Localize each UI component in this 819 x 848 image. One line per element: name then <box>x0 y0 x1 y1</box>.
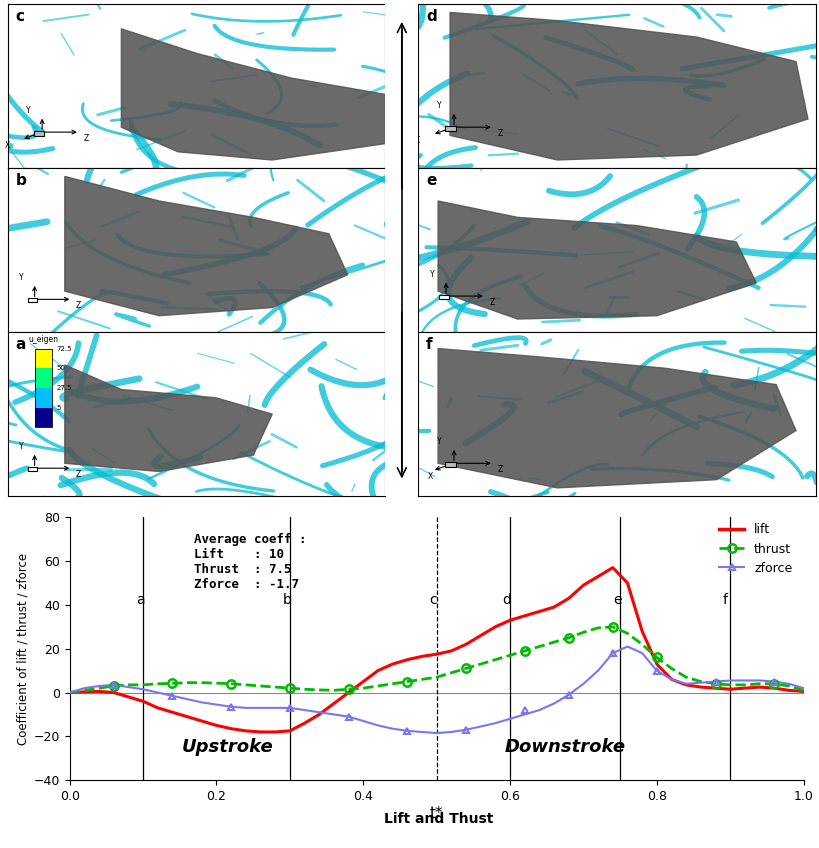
Text: Downstroke: Downstroke <box>504 738 625 756</box>
Bar <box>438 295 448 299</box>
Bar <box>34 349 52 368</box>
Bar <box>34 349 52 427</box>
Text: Y: Y <box>437 101 441 110</box>
Text: f: f <box>426 337 432 352</box>
Text: Z: Z <box>489 298 495 307</box>
Polygon shape <box>450 13 807 160</box>
Text: 27.5: 27.5 <box>56 385 71 391</box>
Text: Z: Z <box>84 134 88 142</box>
Text: Y: Y <box>19 273 23 282</box>
Text: Y: Y <box>19 442 23 451</box>
Polygon shape <box>65 365 272 471</box>
Bar <box>28 467 37 471</box>
Text: 5: 5 <box>56 404 61 410</box>
Text: X: X <box>414 137 419 145</box>
Bar <box>28 298 37 302</box>
Bar <box>445 462 456 467</box>
Text: b: b <box>283 593 291 607</box>
Polygon shape <box>65 176 347 315</box>
Text: e: e <box>612 593 621 607</box>
Text: 50: 50 <box>56 365 65 371</box>
Polygon shape <box>437 349 795 488</box>
Text: c: c <box>16 9 25 24</box>
Text: 72.5: 72.5 <box>56 345 71 352</box>
Text: Z: Z <box>76 470 81 479</box>
Text: Z: Z <box>76 301 81 310</box>
Bar <box>445 126 456 131</box>
Polygon shape <box>121 29 385 160</box>
Bar <box>34 131 44 136</box>
Text: X: X <box>5 141 10 150</box>
Text: Y: Y <box>429 270 433 279</box>
Text: Lift and Thust: Lift and Thust <box>383 812 493 826</box>
Text: Y: Y <box>26 106 31 114</box>
Text: d: d <box>502 593 511 607</box>
Text: X: X <box>428 472 433 482</box>
Bar <box>34 408 52 427</box>
Text: a: a <box>136 593 144 607</box>
Text: Z: Z <box>497 129 502 138</box>
Text: a: a <box>16 337 26 352</box>
Legend: lift, thrust, zforce: lift, thrust, zforce <box>713 518 796 580</box>
Y-axis label: Coefficient of lift / thrust / zforce: Coefficient of lift / thrust / zforce <box>16 553 29 745</box>
Text: b: b <box>16 173 26 188</box>
Text: e: e <box>426 173 436 188</box>
Text: d: d <box>426 9 437 24</box>
Text: Upstroke: Upstroke <box>181 738 273 756</box>
Bar <box>34 388 52 408</box>
X-axis label: t*: t* <box>429 806 443 821</box>
Text: Average coeff :
Lift    : 10
Thrust  : 7.5
Zforce  : -1.7: Average coeff : Lift : 10 Thrust : 7.5 Z… <box>194 533 306 590</box>
Bar <box>34 368 52 388</box>
Text: u_eigen: u_eigen <box>28 335 58 343</box>
Polygon shape <box>437 201 755 319</box>
Text: f: f <box>722 593 727 607</box>
Text: Z: Z <box>497 465 502 474</box>
Text: Y: Y <box>437 437 441 446</box>
Text: c: c <box>429 593 437 607</box>
